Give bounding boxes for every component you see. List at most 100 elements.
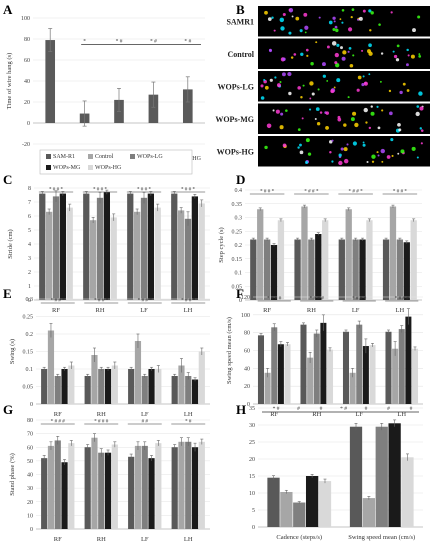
footprint-dot: [352, 54, 355, 57]
footprint-strip: [258, 71, 430, 102]
footprint-dot: [332, 16, 336, 20]
footprint-dot: [299, 150, 304, 155]
chart-G: 0 10 20 30 40 50 60 70 80 Stand phase (%) RF RH LF LH…: [9, 418, 210, 543]
footprint-dot: [402, 82, 406, 86]
bar-wops-lg: [52, 196, 60, 300]
footprint-dot: [288, 91, 292, 96]
footprint-dot: [347, 50, 350, 53]
legend-swatch: [46, 154, 51, 159]
bar-wops-mg: [148, 458, 155, 529]
bar-control: [178, 365, 185, 404]
bar-sam-r1: [171, 376, 178, 404]
footprint-dot: [266, 123, 272, 129]
footprint-dot: [393, 54, 398, 59]
footprint-dot: [416, 156, 419, 159]
significance-mark: * # # *: [51, 298, 66, 304]
footprint-dot: [361, 49, 364, 52]
footprint-dot: [363, 107, 368, 113]
footprint-dot: [340, 147, 344, 151]
bar-control: [392, 348, 399, 404]
bar-wops-lg: [185, 376, 192, 404]
footprint-dot: [322, 74, 326, 78]
bar-sam-r1: [41, 369, 48, 404]
x-tick-label: LF: [352, 307, 360, 314]
bar-wops-mg: [191, 447, 199, 529]
panel-letter: H: [236, 402, 246, 417]
x-tick-label: RH: [97, 536, 106, 543]
bar-wops-mg: [405, 316, 412, 404]
bar-wops-mg: [61, 462, 68, 529]
footprint-dot: [334, 61, 338, 65]
chart-legend: SAM-R1 Control WOPs-LG WOPs-MG WOPs-HG: [39, 149, 193, 175]
significance-mark: * #: [273, 406, 280, 412]
y-tick-label: 0: [252, 525, 255, 531]
y-tick-label: 0.2: [235, 243, 243, 249]
bar-control: [280, 491, 293, 527]
y-tick-label: 0.3: [26, 297, 34, 303]
footprint-dot: [368, 126, 372, 130]
footprint-dot: [377, 126, 381, 130]
y-tick-label: 25: [249, 440, 255, 446]
bar-control: [91, 437, 98, 529]
significance-mark: #: [410, 406, 413, 412]
legend-swatch: [88, 154, 93, 159]
footprint-dot: [370, 111, 375, 116]
significance-mark: * #: [150, 39, 157, 45]
footprint-dot: [304, 31, 307, 34]
footprint-dot: [275, 109, 280, 114]
significance-mark: # #: [142, 419, 149, 425]
significance-mark: * # # *: [181, 298, 196, 304]
footprint-dot: [365, 121, 368, 124]
bar-wops-mg: [147, 193, 154, 300]
chart-H: 0 5 10 15 20 25 30 35 Cadence (steps/s) Swing spe…: [249, 406, 423, 541]
bar-wops-lg: [313, 333, 320, 404]
footprint-dot: [357, 18, 360, 21]
footprint-dot: [406, 63, 409, 67]
footprint-dot: [260, 84, 264, 88]
bar-wops-mg: [403, 242, 410, 300]
footprint-dot: [380, 148, 386, 154]
footprint-row-label: WOPs-LG: [218, 82, 254, 91]
footprint-dot: [390, 138, 394, 142]
footprint-dot: [369, 29, 372, 32]
y-axis-label: Step cycle (s): [218, 227, 225, 262]
bar-wops-lg: [141, 445, 148, 529]
bar-sam-r1: [39, 193, 46, 300]
footprint-dot: [334, 25, 338, 29]
footprint-dot: [346, 143, 349, 146]
bar-wops-lg: [98, 452, 105, 529]
y-tick-label: 10: [27, 513, 33, 519]
bar-wops-mg: [104, 369, 112, 404]
footprint-row-label: Control: [227, 50, 254, 59]
footprint-dot: [297, 146, 300, 149]
y-tick-label: 2: [28, 270, 31, 276]
significance-mark: #: [297, 406, 300, 412]
significance-mark: * # # *: [181, 187, 196, 193]
footprint-dot: [370, 11, 374, 15]
y-tick-label: 20: [27, 500, 33, 506]
bar-wops-hg: [198, 351, 205, 404]
footprint-dot: [338, 160, 343, 166]
x-tick-label: RF: [54, 536, 62, 543]
footprint-dot: [406, 48, 409, 52]
x-tick-label: RF: [263, 307, 271, 314]
footprint-dot: [342, 50, 347, 55]
footprint-dot: [358, 16, 363, 21]
y-tick-label: 0.05: [23, 385, 34, 391]
footprint-dot: [362, 75, 365, 78]
bar-wops-lg: [184, 218, 192, 300]
footprint-dot: [317, 88, 320, 91]
bar-wops-lg: [398, 329, 405, 404]
x-tick-label: LF: [355, 411, 363, 418]
footprint-dot: [376, 105, 379, 108]
footprint-dot: [363, 81, 368, 86]
bar-wops-hg: [111, 365, 118, 404]
footprint-dot: [314, 117, 317, 121]
footprint-dot: [319, 111, 323, 114]
legend-label: SAM-R1: [53, 154, 75, 160]
footprint-dot: [287, 71, 292, 77]
y-tick-label: 20: [244, 384, 250, 390]
footprint-dot: [309, 81, 314, 86]
footprint-dot: [274, 76, 277, 79]
bar-sam-r1: [127, 193, 134, 300]
